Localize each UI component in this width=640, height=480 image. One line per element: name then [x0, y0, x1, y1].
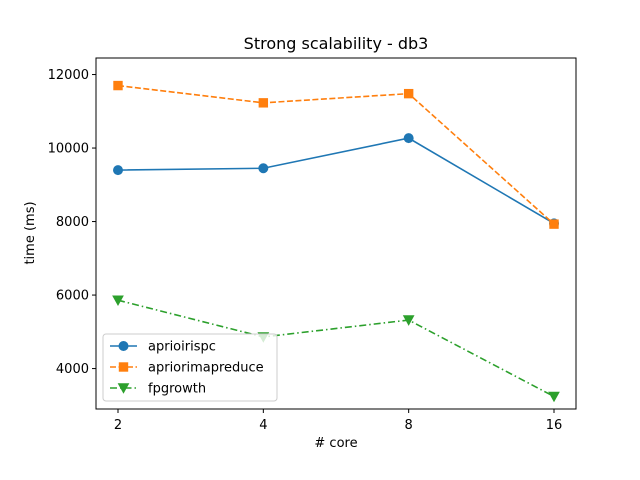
data-point: [403, 133, 414, 144]
data-point: [403, 88, 414, 99]
y-tick-label: 8000: [56, 215, 89, 230]
y-tick-label: 12000: [48, 68, 89, 83]
legend-label: apriorimapreduce: [148, 361, 264, 376]
data-point: [549, 219, 559, 229]
data-point: [258, 163, 269, 174]
legend-label: fpgrowth: [148, 382, 206, 397]
y-tick-label: 10000: [48, 142, 89, 157]
chart-title: Strong scalability - db3: [244, 34, 429, 53]
legend-label: aprioirispc: [148, 340, 216, 355]
x-tick-label: 16: [546, 418, 563, 433]
data-point: [113, 165, 123, 176]
legend-marker: [117, 383, 130, 394]
series-line: [117, 84, 555, 225]
data-point: [548, 391, 560, 403]
data-point: [402, 315, 415, 326]
legend-box: [102, 333, 278, 402]
series-line: [117, 299, 555, 398]
legend-marker: [118, 341, 129, 351]
data-point: [258, 98, 269, 108]
plot-area: [112, 80, 560, 403]
x-tick-label: 2: [114, 418, 122, 433]
y-tick-label: 6000: [56, 289, 89, 304]
legend: aprioirispc apriorimapreduce fpgrowth: [102, 333, 278, 402]
y-axis-ticks: 4000 6000 8000 10000 12000: [48, 68, 96, 377]
data-point: [112, 295, 124, 306]
x-tick-label: 8: [405, 418, 413, 433]
axes-frame: [95, 57, 577, 410]
x-axis-title: # core: [314, 436, 357, 451]
data-point: [113, 80, 123, 91]
x-axis-ticks: 2 4 8 16: [114, 409, 562, 433]
y-tick-label: 4000: [56, 362, 89, 377]
series-line: [117, 137, 555, 225]
x-tick-label: 4: [259, 418, 267, 433]
y-axis-title: time (ms): [23, 201, 38, 264]
series-apriorimapreduce: [113, 80, 559, 229]
legend-marker: [118, 362, 129, 372]
